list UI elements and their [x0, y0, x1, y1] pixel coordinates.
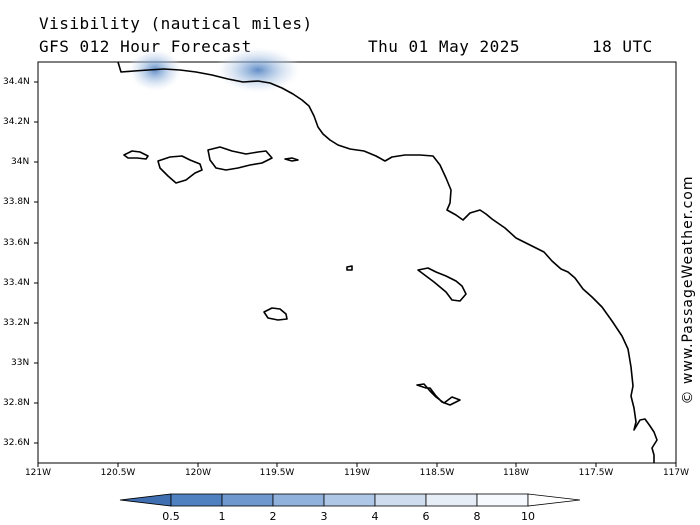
colorbar-min-arrow	[119, 493, 172, 507]
island-santa-catalina	[417, 267, 467, 302]
colorbar-bin	[221, 493, 274, 507]
island-santa-barbara	[346, 265, 353, 271]
lat-label: 34N	[11, 157, 30, 167]
colorbar-label: 2	[269, 510, 277, 523]
colorbar-label: 6	[422, 510, 430, 523]
colorbar-bin	[323, 493, 376, 507]
colorbar-label: 8	[473, 510, 481, 523]
lon-label: 120.5W	[100, 468, 136, 478]
coastline	[117, 61, 658, 463]
lon-label: 118W	[502, 468, 530, 478]
island-san-miguel	[123, 150, 149, 160]
credit-text: © www.PassageWeather.com	[680, 175, 696, 405]
forecast-date: Thu 01 May 2025	[368, 37, 520, 56]
lon-label: 121W	[24, 468, 52, 478]
colorbar-label: 4	[371, 510, 379, 523]
colorbar	[119, 493, 581, 507]
lon-label: 120W	[184, 468, 212, 478]
lon-label: 117.5W	[578, 468, 614, 478]
colorbar-max-arrow	[527, 493, 581, 507]
lat-label: 32.6N	[3, 438, 30, 448]
credit-watermark[interactable]: © www.PassageWeather.com	[678, 150, 698, 430]
island-anacapa	[284, 157, 299, 162]
island-santa-cruz	[207, 146, 273, 171]
lat-label: 33N	[11, 358, 30, 368]
colorbar-bin	[425, 493, 478, 507]
lon-label: 119.5W	[259, 468, 295, 478]
colorbar-label: 0.5	[162, 510, 180, 523]
lat-label: 33.8N	[3, 197, 30, 207]
colorbar-bin	[170, 493, 223, 507]
lon-label: 118.5W	[419, 468, 455, 478]
colorbar-bin	[374, 493, 427, 507]
lat-label: 33.4N	[3, 278, 30, 288]
lat-label: 32.8N	[3, 398, 30, 408]
lon-label: 117W	[662, 468, 690, 478]
forecast-time: 18 UTC	[592, 37, 653, 56]
island-san-nicolas	[263, 307, 288, 321]
lat-label: 33.2N	[3, 318, 30, 328]
colorbar-bin	[272, 493, 325, 507]
island-san-clemente	[416, 383, 461, 406]
colorbar-label: 1	[218, 510, 226, 523]
colorbar-label: 10	[521, 510, 535, 523]
lat-label: 34.2N	[3, 117, 30, 127]
lat-label: 34.4N	[3, 77, 30, 87]
map-frame	[37, 61, 677, 464]
colorbar-label: 3	[320, 510, 328, 523]
lon-label: 119W	[343, 468, 371, 478]
island-santa-rosa	[157, 155, 203, 184]
lat-label: 33.6N	[3, 238, 30, 248]
colorbar-bin	[476, 493, 529, 507]
chart-title: Visibility (nautical miles)	[39, 14, 313, 33]
